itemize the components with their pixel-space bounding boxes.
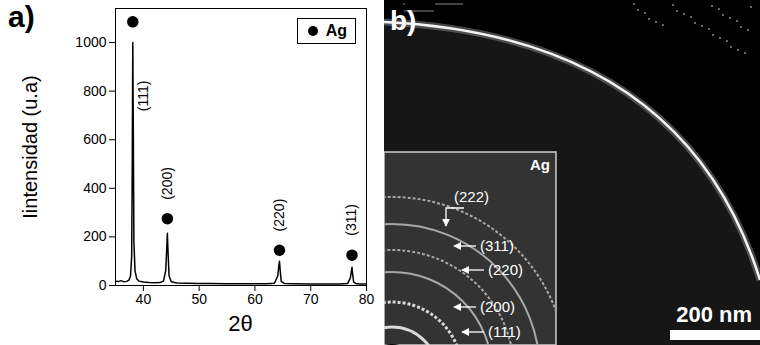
svg-text:(222): (222) <box>454 188 489 205</box>
html-text:2θ: 2θ <box>228 311 253 336</box>
svg-text:(111): (111) <box>135 81 151 112</box>
svg-text:200 nm: 200 nm <box>676 302 752 327</box>
svg-text:(311): (311) <box>343 204 359 236</box>
svg-text:40: 40 <box>136 291 152 307</box>
html-text:a): a) <box>8 0 35 33</box>
svg-text:(200): (200) <box>480 298 515 315</box>
svg-text:400: 400 <box>83 180 107 196</box>
svg-text:70: 70 <box>303 291 319 307</box>
svg-text:(220): (220) <box>271 199 287 232</box>
svg-text:b): b) <box>390 5 416 36</box>
svg-text:(200): (200) <box>159 167 175 200</box>
svg-text:1000: 1000 <box>75 34 106 50</box>
svg-text:Ag: Ag <box>530 156 550 173</box>
svg-text:80: 80 <box>359 291 375 307</box>
svg-text:0: 0 <box>99 277 107 293</box>
svg-text:60: 60 <box>247 291 263 307</box>
svg-text:200: 200 <box>83 228 107 244</box>
svg-text:(311): (311) <box>480 237 514 254</box>
svg-text:(111): (111) <box>488 323 521 340</box>
svg-text:800: 800 <box>83 83 107 99</box>
svg-text:600: 600 <box>83 131 107 147</box>
html-text:Iintensidad (u.a): Iintensidad (u.a) <box>18 74 41 219</box>
svg-text:(220): (220) <box>488 261 523 278</box>
html-text:Ag: Ag <box>325 22 347 39</box>
svg-text:50: 50 <box>191 291 207 307</box>
